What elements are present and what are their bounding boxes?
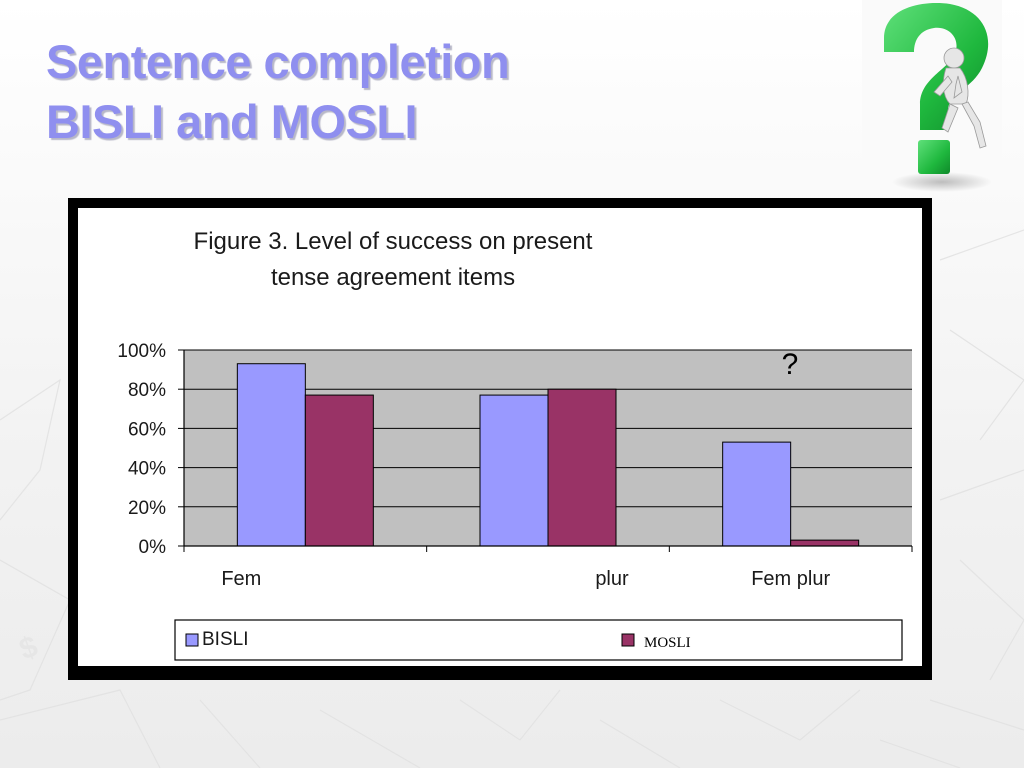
slide-title: Sentence completion BISLI and MOSLI	[46, 32, 510, 152]
legend-label-bisli: BISLI	[202, 629, 248, 650]
y-tick-label: 20%	[128, 498, 166, 519]
bars	[236, 363, 860, 547]
legend-swatch-bisli	[185, 633, 199, 647]
bar-chart: Figure 3. Level of success on present te…	[117, 228, 913, 661]
x-axis: Fem plur Fem plur	[183, 545, 913, 590]
bar-bisli-fem-plur	[722, 441, 792, 547]
slide-title-line1: Sentence completion	[46, 35, 510, 88]
background-dollar-glyph: $	[15, 630, 42, 667]
legend-box	[174, 619, 903, 661]
bar-mosli-fem	[304, 394, 374, 547]
y-tick-label: 0%	[139, 537, 167, 558]
question-mark-figure-icon	[862, 0, 1002, 195]
y-tick-label: 100%	[117, 341, 166, 362]
bar-mosli-fem-plur	[790, 539, 860, 547]
chart-title-line1: Figure 3. Level of success on present	[194, 228, 593, 255]
bar-bisli-fem	[236, 363, 306, 547]
x-category-label: Fem	[221, 568, 261, 590]
legend-swatch-mosli	[621, 633, 635, 647]
y-tick-label: 80%	[128, 380, 166, 401]
y-tick-label: 40%	[128, 459, 166, 480]
bar-mosli-plur	[547, 388, 617, 547]
y-tick-label: 60%	[128, 419, 166, 440]
chart-area: Figure 3. Level of success on present te…	[78, 208, 922, 666]
chart-title-line2: tense agreement items	[271, 264, 515, 291]
x-category-label: Fem plur	[751, 568, 830, 590]
y-axis: 0% 20% 40% 60% 80% 100%	[117, 341, 185, 558]
legend-label-mosli: MOSLI	[644, 635, 691, 651]
x-category-label: plur	[595, 568, 629, 590]
bar-bisli-plur	[479, 394, 549, 547]
chart-frame: Figure 3. Level of success on present te…	[68, 198, 932, 680]
annotation-question-mark: ?	[782, 348, 799, 381]
slide-title-line2: BISLI and MOSLI	[46, 95, 418, 148]
